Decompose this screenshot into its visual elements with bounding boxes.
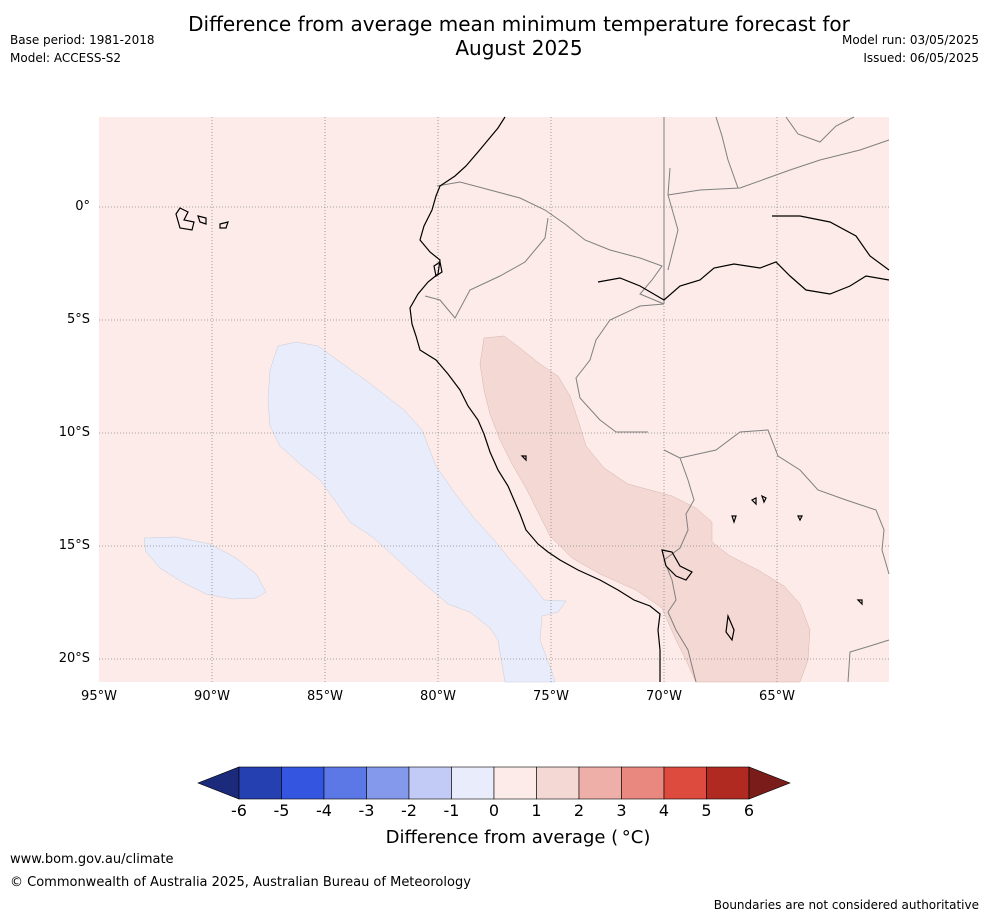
colorbar-bin (663, 766, 707, 800)
issued-date: Issued: 06/05/2025 (863, 51, 979, 65)
andes-warm-anomaly (479, 335, 811, 683)
colorbar (197, 766, 791, 800)
lon-label-70w: 70°W (646, 689, 682, 704)
coastlines (175, 116, 890, 682)
lon-label-95w: 95°W (81, 689, 117, 704)
colorbar-bin (621, 766, 665, 800)
colorbar-extend-high (748, 766, 791, 800)
colorbar-bin (281, 766, 325, 800)
colorbar-bin (238, 766, 282, 800)
lon-label-90w: 90°W (194, 689, 230, 704)
model-name: Model: ACCESS-S2 (10, 51, 122, 65)
footer-copyright: © Commonwealth of Australia 2025, Austra… (10, 875, 471, 890)
colorbar-tick-label: -2 (401, 801, 417, 820)
colorbar-bin (706, 766, 750, 800)
colorbar-tick-label: 3 (616, 801, 627, 820)
chart-title: Difference from average mean minimum tem… (150, 12, 888, 60)
colorbar-tick-label: -6 (231, 801, 247, 820)
colorbar-tick-label: 2 (573, 801, 585, 820)
colorbar-bin (536, 766, 580, 800)
lat-label-15s: 15°S (58, 538, 90, 553)
lon-label-80w: 80°W (420, 689, 456, 704)
colorbar-tick-label: -1 (443, 801, 460, 820)
model-run-date: Model run: 03/05/2025 (841, 33, 979, 47)
galapagos-south-cool-anomaly (143, 536, 267, 600)
lat-label-10s: 10°S (58, 425, 90, 440)
footer-disclaimer: Boundaries are not considered authoritat… (713, 898, 979, 912)
colorbar-tick-label: 1 (531, 801, 542, 820)
base-period: Base period: 1981-2018 (10, 33, 155, 47)
lon-label-75w: 75°W (533, 689, 569, 704)
map-gridlines (99, 117, 889, 682)
country-borders (424, 116, 890, 683)
colorbar-extend-low (197, 766, 240, 800)
title-line-1: Difference from average mean minimum tem… (188, 12, 850, 36)
footer-url[interactable]: www.bom.gov.au/climate (10, 852, 174, 867)
offshore-cool-anomaly (267, 341, 567, 683)
colorbar-bin (493, 766, 537, 800)
title-line-2: August 2025 (455, 36, 583, 60)
lat-label-20s: 20°S (58, 651, 90, 666)
colorbar-bin (408, 766, 452, 800)
colorbar-tick-label: -4 (316, 801, 332, 820)
colorbar-bin (451, 766, 495, 800)
colorbar-tick-label: 6 (743, 801, 755, 820)
colorbar-bin (323, 766, 367, 800)
lat-label-5s: 5°S (66, 312, 90, 327)
meta-left: Base period: 1981-2018 Model: ACCESS-S2 (10, 31, 155, 67)
lat-label-0: 0° (75, 199, 90, 214)
lon-label-85w: 85°W (307, 689, 343, 704)
colorbar-tick-label: -5 (273, 801, 290, 820)
colorbar-tick-label: 0 (488, 801, 500, 820)
colorbar-tick-label: 5 (701, 801, 712, 820)
lon-label-65w: 65°W (759, 689, 795, 704)
colorbar-title: Difference from average ( °C) (385, 827, 651, 848)
colorbar-bin (366, 766, 410, 800)
colorbar-tick-label: -3 (358, 801, 375, 820)
meta-right: Model run: 03/05/2025 Issued: 06/05/2025 (842, 31, 979, 67)
colorbar-tick-label: 4 (658, 801, 670, 820)
colorbar-bin (578, 766, 622, 800)
